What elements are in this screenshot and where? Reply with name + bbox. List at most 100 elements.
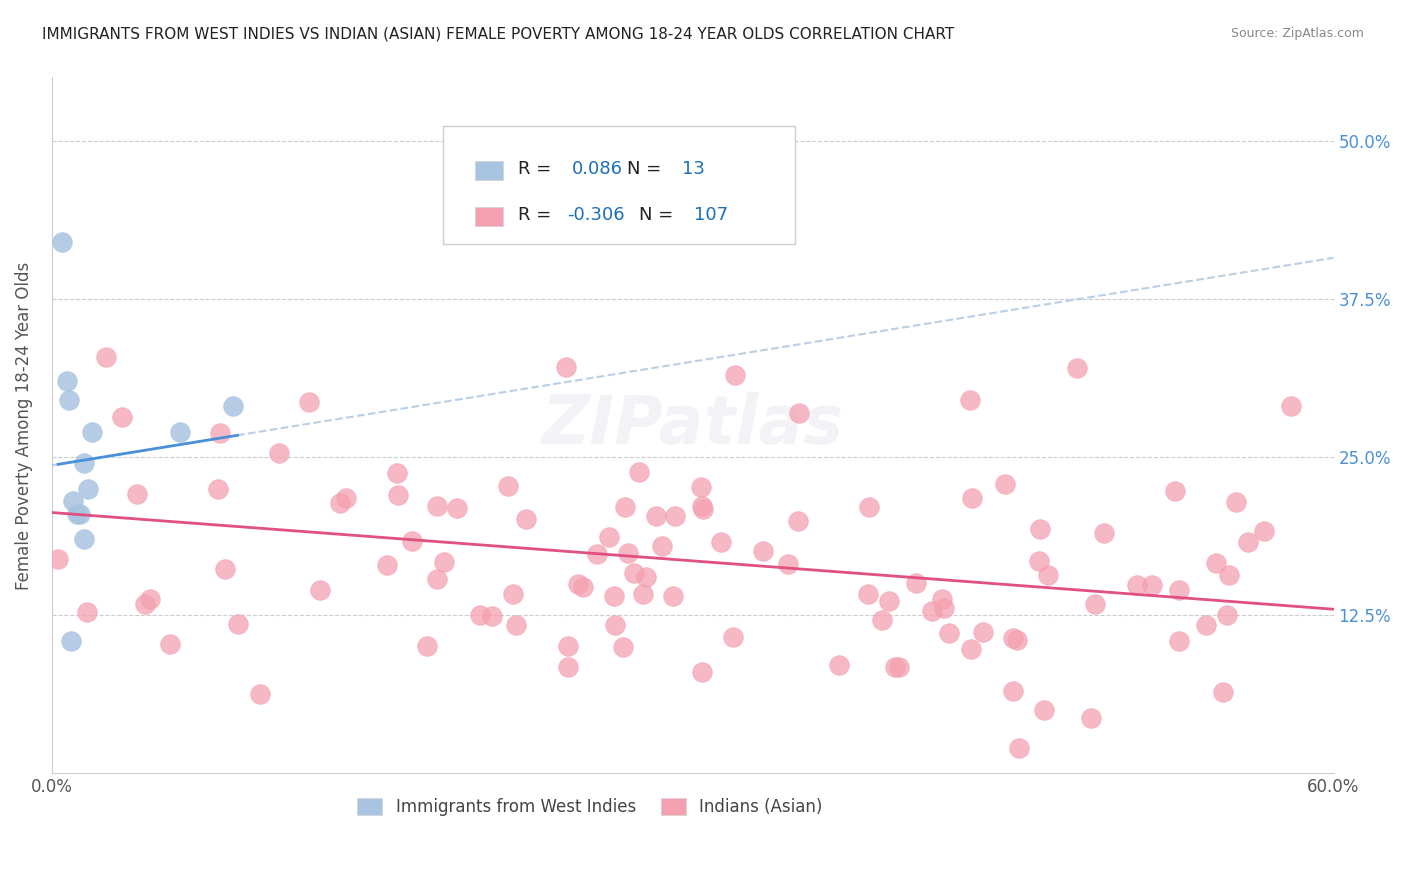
Point [46,551,69,566]
Legend: Immigrants from West Indies, Indians (Asian): Immigrants from West Indies, Indians (As… [349,789,831,824]
Point [329,496,352,510]
Point [77,482,100,496]
Point [724,368,747,382]
Point [209,426,232,441]
Point [1212,685,1234,699]
Text: -0.306: -0.306 [567,205,624,224]
Point [931,591,953,606]
Point [690,665,713,679]
Point [571,580,593,594]
Point [96,351,118,365]
Text: 13: 13 [682,160,706,178]
Point [433,555,456,569]
Point [1140,578,1163,592]
Point [557,660,579,674]
Point [710,534,733,549]
Point [76,605,98,619]
Point [505,618,527,632]
Point [586,547,609,561]
Point [426,500,449,514]
Point [1092,525,1115,540]
Point [335,491,357,505]
Point [1205,557,1227,571]
Point [662,590,685,604]
Point [73,533,96,547]
Point [828,658,851,673]
Point [134,597,156,611]
Point [960,491,983,506]
Point [515,512,537,526]
Point [111,410,134,425]
Point [51,235,73,249]
Point [613,500,636,515]
Point [616,547,638,561]
Point [1167,582,1189,597]
Point [1029,522,1052,536]
Point [470,607,492,622]
Point [934,601,956,615]
Y-axis label: Female Poverty Among 18-24 Year Olds: Female Poverty Among 18-24 Year Olds [15,261,32,590]
Point [1218,568,1240,582]
Point [612,640,634,655]
Point [786,515,808,529]
Text: R =: R = [519,160,557,178]
Point [226,616,249,631]
Point [401,533,423,548]
Point [1236,535,1258,549]
Point [481,609,503,624]
Point [1225,495,1247,509]
Point [1084,598,1107,612]
Point [1215,608,1237,623]
Point [557,639,579,653]
Point [1001,631,1024,645]
Point [638,210,661,224]
Point [690,480,713,494]
Point [904,576,927,591]
Point [387,488,409,502]
Text: R =: R = [519,205,557,224]
Point [1195,618,1218,632]
Text: Source: ZipAtlas.com: Source: ZipAtlas.com [1230,27,1364,40]
Point [972,624,994,639]
Point [416,639,439,653]
Text: 0.086: 0.086 [572,160,623,178]
Point [385,466,408,480]
Point [879,594,901,608]
Point [692,502,714,516]
Point [856,586,879,600]
Point [446,501,468,516]
Point [66,507,89,521]
Point [633,587,655,601]
Point [692,500,714,514]
Text: ZIPatlas: ZIPatlas [541,392,844,458]
Point [605,617,627,632]
Point [69,507,91,521]
FancyBboxPatch shape [475,161,503,180]
Point [496,479,519,493]
Point [645,508,668,523]
Point [59,633,82,648]
Text: N =: N = [627,160,668,178]
Point [960,642,983,657]
Point [664,508,686,523]
Point [1033,703,1056,717]
Point [1080,711,1102,725]
Point [959,393,981,408]
Point [1253,524,1275,539]
Point [159,637,181,651]
Point [634,569,657,583]
Point [858,500,880,514]
Point [267,446,290,460]
Point [1164,484,1187,499]
Point [222,400,245,414]
Point [73,457,96,471]
Point [723,630,745,644]
Point [207,482,229,496]
Text: 107: 107 [695,205,728,224]
Point [139,591,162,606]
Point [555,359,578,374]
Point [623,566,645,581]
Point [1008,741,1031,756]
Point [567,577,589,591]
Point [938,626,960,640]
